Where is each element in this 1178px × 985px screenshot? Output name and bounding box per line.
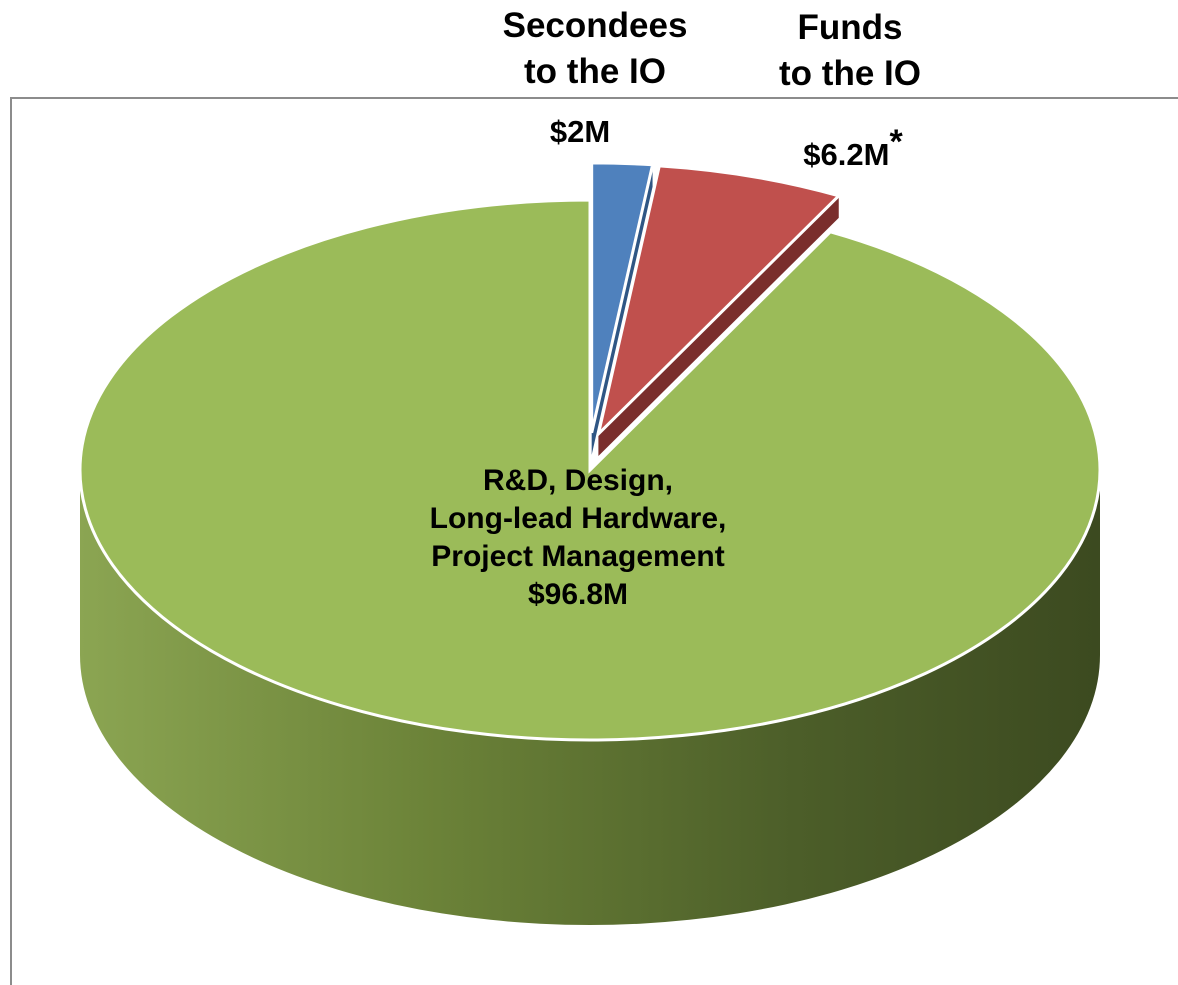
pie-slice-r-d-design-long-lead-hardware-project-management: [78, 198, 1102, 742]
data-label-r-d-design-long-lead-hardware-project-management: R&D, Design, Long-lead Hardware, Project M…: [430, 464, 727, 611]
data-label-secondees-to-the-io: $2M: [550, 114, 610, 149]
data-label-line: Project Management: [431, 540, 724, 573]
data-label-line: $6.2M*: [803, 123, 903, 172]
data-label-line: R&D, Design,: [483, 464, 673, 497]
funds-header-line-2: to the IO: [779, 54, 921, 93]
chart-frame-top-border: [10, 97, 1178, 99]
data-label-funds-to-the-io: $6.2M*: [803, 123, 903, 172]
secondees-header: Secondees to the IO: [470, 3, 720, 95]
pie-slice-side-r-d-design-long-lead-hardware-project-management: [80, 470, 1100, 925]
funds-header: Funds to the IO: [740, 5, 960, 97]
pie-slice-secondees-to-the-io: [590, 161, 655, 434]
data-label-line: $2M: [550, 114, 610, 149]
data-label-line: $96.8M: [528, 578, 628, 611]
funds-header-line-1: Funds: [797, 8, 903, 47]
chart-frame-left-border: [10, 97, 12, 985]
asterisk-mark: *: [889, 123, 903, 161]
pie-slice-cut-funds-to-the-io: [598, 195, 839, 456]
pie-slice-funds-to-the-io: [595, 164, 842, 439]
secondees-header-line-2: to the IO: [524, 52, 666, 91]
secondees-header-line-1: Secondees: [502, 6, 688, 45]
data-label-line: Long-lead Hardware,: [430, 502, 727, 535]
